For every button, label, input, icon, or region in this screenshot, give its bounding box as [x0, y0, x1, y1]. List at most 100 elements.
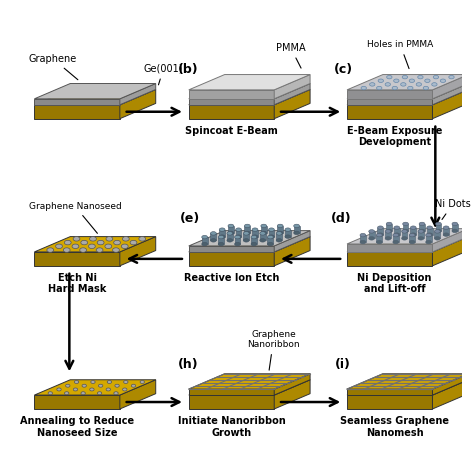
Ellipse shape	[418, 75, 423, 79]
Ellipse shape	[218, 242, 224, 246]
Ellipse shape	[219, 228, 225, 231]
Polygon shape	[426, 235, 431, 242]
Ellipse shape	[294, 224, 300, 228]
Ellipse shape	[130, 240, 137, 245]
Ellipse shape	[427, 233, 433, 237]
Ellipse shape	[425, 79, 430, 82]
Ellipse shape	[426, 240, 431, 244]
Ellipse shape	[90, 388, 94, 391]
Ellipse shape	[72, 244, 79, 248]
Polygon shape	[189, 90, 310, 105]
Ellipse shape	[435, 237, 440, 240]
Ellipse shape	[99, 384, 103, 387]
Polygon shape	[276, 233, 282, 240]
Polygon shape	[347, 74, 468, 90]
Ellipse shape	[107, 381, 111, 383]
Ellipse shape	[243, 238, 249, 242]
Ellipse shape	[394, 233, 400, 237]
Ellipse shape	[401, 230, 408, 233]
Polygon shape	[189, 374, 310, 389]
Text: E-Beam Exposure
Development: E-Beam Exposure Development	[347, 126, 442, 147]
Polygon shape	[294, 226, 300, 233]
Polygon shape	[189, 246, 274, 252]
Ellipse shape	[64, 392, 69, 395]
Polygon shape	[274, 380, 310, 409]
Ellipse shape	[436, 222, 441, 226]
Ellipse shape	[91, 381, 95, 383]
Ellipse shape	[294, 231, 300, 235]
Polygon shape	[189, 99, 274, 105]
Polygon shape	[347, 99, 432, 105]
Polygon shape	[269, 230, 274, 237]
Polygon shape	[385, 231, 391, 238]
Polygon shape	[210, 233, 216, 240]
Ellipse shape	[245, 231, 250, 235]
Ellipse shape	[277, 231, 283, 235]
Ellipse shape	[385, 237, 391, 240]
Polygon shape	[228, 226, 234, 233]
Ellipse shape	[81, 240, 88, 245]
Polygon shape	[347, 395, 432, 409]
Ellipse shape	[202, 242, 208, 246]
Ellipse shape	[124, 381, 128, 383]
Polygon shape	[189, 90, 274, 99]
Ellipse shape	[57, 388, 61, 391]
Polygon shape	[410, 228, 416, 235]
Ellipse shape	[48, 392, 53, 395]
Ellipse shape	[131, 384, 136, 387]
Ellipse shape	[408, 86, 413, 90]
Polygon shape	[285, 230, 291, 237]
Ellipse shape	[218, 236, 224, 239]
Ellipse shape	[409, 79, 415, 82]
Polygon shape	[274, 374, 310, 395]
Ellipse shape	[449, 75, 454, 79]
Ellipse shape	[219, 235, 225, 238]
Polygon shape	[189, 389, 274, 395]
Polygon shape	[277, 226, 283, 233]
Ellipse shape	[251, 236, 257, 239]
Ellipse shape	[80, 248, 87, 252]
Text: Graphene Nanoseed: Graphene Nanoseed	[28, 201, 121, 233]
Ellipse shape	[260, 238, 265, 242]
Ellipse shape	[436, 229, 441, 233]
Ellipse shape	[418, 237, 424, 240]
Polygon shape	[189, 395, 274, 409]
Ellipse shape	[227, 232, 233, 235]
Ellipse shape	[64, 248, 70, 252]
Polygon shape	[418, 231, 424, 238]
Ellipse shape	[202, 236, 208, 239]
Ellipse shape	[228, 231, 234, 235]
Polygon shape	[274, 237, 310, 266]
Ellipse shape	[81, 392, 85, 395]
Polygon shape	[236, 230, 241, 237]
Ellipse shape	[276, 238, 282, 242]
Ellipse shape	[90, 237, 96, 241]
Polygon shape	[274, 83, 310, 105]
Ellipse shape	[432, 82, 437, 86]
Ellipse shape	[385, 82, 391, 86]
Polygon shape	[376, 235, 382, 242]
Ellipse shape	[269, 228, 274, 231]
Text: Holes in PMMA: Holes in PMMA	[367, 40, 433, 69]
Ellipse shape	[376, 240, 382, 244]
Polygon shape	[432, 74, 468, 99]
Polygon shape	[347, 244, 432, 252]
Ellipse shape	[410, 233, 416, 237]
Ellipse shape	[123, 388, 127, 391]
Polygon shape	[443, 228, 449, 235]
Text: PMMA: PMMA	[276, 43, 305, 68]
Polygon shape	[260, 233, 265, 240]
Ellipse shape	[235, 236, 240, 239]
Ellipse shape	[105, 244, 112, 248]
Polygon shape	[120, 90, 156, 118]
Ellipse shape	[121, 244, 128, 248]
Ellipse shape	[89, 244, 95, 248]
Ellipse shape	[369, 230, 374, 233]
Ellipse shape	[210, 238, 216, 242]
Ellipse shape	[385, 230, 391, 233]
Ellipse shape	[261, 231, 267, 235]
Ellipse shape	[261, 224, 267, 228]
Ellipse shape	[377, 233, 383, 237]
Polygon shape	[347, 374, 468, 389]
Polygon shape	[35, 252, 120, 266]
